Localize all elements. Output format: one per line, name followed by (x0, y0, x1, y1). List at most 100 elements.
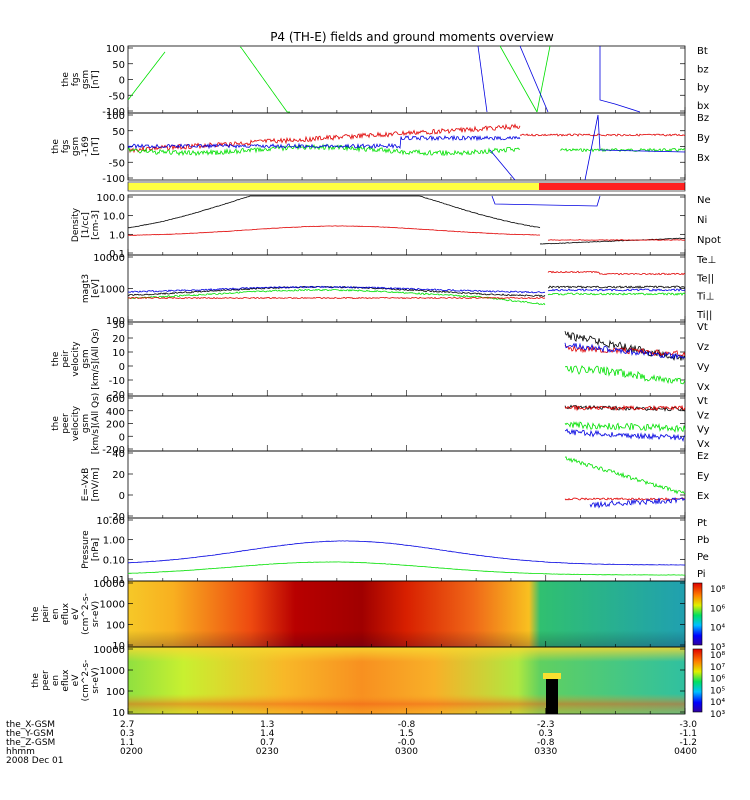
legend-Bx: Bx (697, 153, 710, 164)
xaxis-tick-y: 0.3 (120, 729, 134, 739)
ylabel-peir_velocity: the peir velocity gsm [km/s](All Qs) (51, 328, 101, 390)
xaxis-tick-x: 2.7 (120, 720, 134, 730)
legend-by: by (697, 83, 709, 94)
legend-Vz: Vz (697, 410, 709, 421)
ylabel-line: (cm^2-s- (81, 660, 91, 702)
trace-By (127, 143, 521, 157)
ytick-label: -20 (109, 512, 125, 523)
legend-Bt: Bt (697, 46, 708, 57)
ytick-label: 100 (106, 687, 125, 698)
colorbar-tick-label: 10⁸ (710, 651, 725, 661)
trace-Pi (128, 540, 686, 566)
legend-Vt: Vt (697, 396, 708, 407)
xaxis-row-label: the_Z-GSM (6, 738, 55, 748)
ylabel-line: gsm (81, 349, 91, 368)
trace-Bx (584, 114, 686, 181)
ytick-label: -20 (109, 390, 125, 401)
trace-Pe (127, 561, 685, 576)
ytick-label: 1.00 (103, 536, 125, 547)
trace-Ex (589, 497, 686, 509)
legend-Vz: Vz (697, 342, 709, 353)
trace-Bx (127, 134, 521, 150)
ytick-label: 10000 (93, 253, 125, 264)
ylabel-line: velocity (71, 405, 81, 441)
legend-Ni: Ni (697, 215, 707, 226)
ytick-label: 100 (106, 316, 125, 327)
legend-Vx: Vx (697, 382, 710, 393)
ylabel-line: [nT] (91, 70, 101, 88)
trace-Vx (564, 342, 686, 360)
ylabel-line: E=-VxB (81, 468, 91, 502)
ytick-label: 40 (112, 449, 125, 460)
colorbar-tick-label: 10⁸ (710, 585, 725, 595)
ytick-label: 1000 (100, 600, 125, 611)
peer-gap-edge (543, 673, 561, 679)
ytick-label: 200 (106, 420, 125, 431)
xaxis-tick-z: -0.8 (537, 738, 555, 748)
xaxis-tick-x: -0.8 (398, 720, 416, 730)
xaxis-tick-t: 0300 (395, 747, 418, 757)
status-bar-red (539, 183, 685, 190)
ytick-label: 0.1 (109, 249, 125, 260)
xaxis-tick-z: 1.1 (120, 738, 134, 748)
ylabel-line: [km/s](All Qs) (91, 393, 101, 455)
ytick-label: 1000 (100, 285, 125, 296)
xaxis-tick-z: -0.0 (398, 738, 416, 748)
ylabel-line: the (31, 606, 41, 621)
ytick-label: 0 (119, 491, 125, 502)
panel-frame-density (127, 194, 686, 256)
ylabel-line: gsm (81, 70, 91, 89)
ytick-label: 0 (119, 362, 125, 373)
ylabel-temperature: magt3 [eV] (81, 274, 101, 303)
trace-by (127, 51, 166, 101)
trace-Ne (547, 239, 686, 241)
legend-Ex: Ex (697, 491, 709, 502)
legend-Ti⊥: Ti⊥ (696, 292, 714, 303)
ylabel-line: fgs (71, 72, 81, 86)
ylabel-line: peer (61, 413, 71, 434)
ylabel-peer_spec: the peer en eflux eV (cm^2-s-sr-eV) (31, 660, 101, 702)
ytick-label: 0 (119, 76, 125, 87)
ylabel-line: gsm (81, 414, 91, 433)
trace-Vy (564, 421, 686, 433)
ytick-label: 10.0 (103, 212, 125, 223)
status-bar-frame (127, 181, 686, 192)
ylabel-line: [nT] (91, 137, 101, 155)
ytick-label: 10.00 (96, 516, 125, 527)
trace-by (536, 45, 551, 113)
legend-Te||: Te|| (696, 273, 714, 284)
trace-Ez (564, 497, 686, 501)
colorbar-tick-label: 10⁶ (710, 675, 725, 685)
trace-Bz (519, 133, 686, 137)
ylabel-line: eV (71, 607, 81, 620)
trace-Npot (491, 195, 601, 207)
ylabel-line: [km/s](All Qs) (91, 328, 101, 390)
trace-Tiperp (547, 288, 686, 292)
colorbar-tick-label: 10³ (710, 710, 725, 720)
ylabel-line: -169 (81, 136, 91, 157)
legend-bz: bz (697, 64, 709, 75)
peer-colorbar (692, 648, 703, 713)
ytick-label: -50 (109, 91, 125, 102)
xaxis-tick-t: 0330 (534, 747, 557, 757)
trace-Vx (565, 428, 686, 443)
ytick-label: -100 (102, 174, 125, 185)
ylabel-fgs: the fgs gsm [nT] (61, 70, 101, 89)
peer-data-gap (546, 677, 558, 714)
legend-Vt: Vt (697, 322, 708, 333)
ylabel-line: Density (71, 207, 81, 242)
ylabel-line: the (51, 139, 61, 154)
ytick-label: -50 (109, 158, 125, 169)
ylabel-line: the (61, 72, 71, 87)
legend-Pb: Pb (697, 535, 709, 546)
peer-spectrogram-shade (128, 647, 685, 714)
xaxis-tick-z: -1.2 (679, 738, 697, 748)
ytick-label: 400 (106, 407, 125, 418)
ylabel-line: fgs (61, 139, 71, 153)
trace-bx (477, 45, 488, 113)
trace-Ni (539, 237, 686, 245)
trace-Tepar (548, 285, 686, 289)
panel-frame-pressure (127, 517, 686, 582)
ylabel-line: (cm^2-s- (81, 593, 91, 635)
